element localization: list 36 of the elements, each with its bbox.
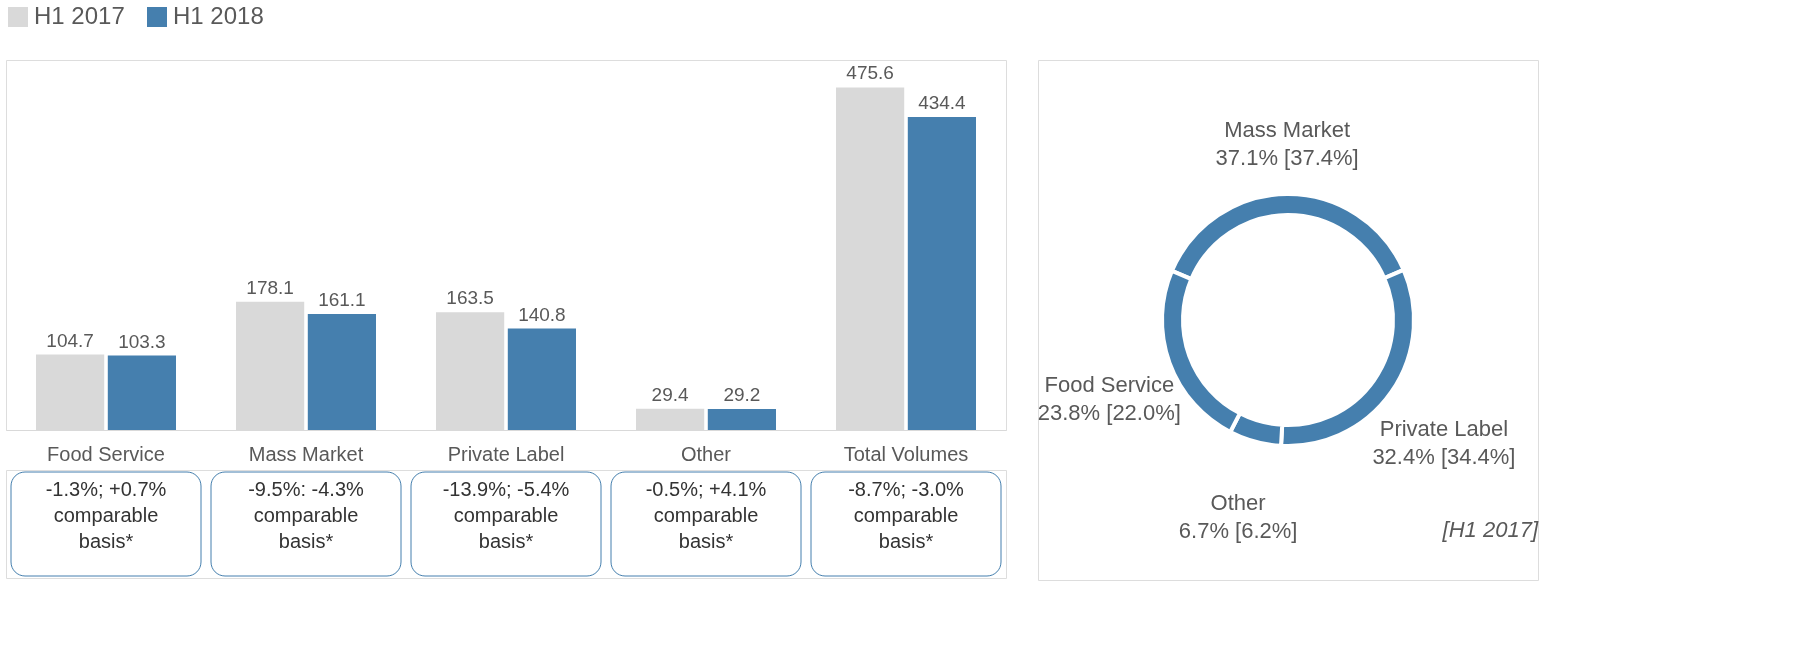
bar [307, 313, 376, 430]
data-label: 32.4% [34.4%] [1372, 443, 1516, 469]
data-label: 6.7% [6.2%] [1178, 518, 1298, 544]
text: -0.5%; +4.1% comparable basis* [645, 478, 767, 552]
x-tick-label: Total Volumes [843, 442, 969, 465]
text: -9.5%: -4.3% comparable basis* [248, 478, 365, 552]
data-label: 163.5 [446, 287, 494, 309]
text: -8.7%; -3.0% comparable basis* [848, 478, 965, 552]
data-label: 434.4 [918, 92, 967, 114]
data-label: 178.1 [246, 276, 294, 298]
x-tick-label: Food Service [47, 442, 165, 465]
text: -13.9%; -5.4% comparable basis* [442, 478, 570, 552]
text: [H1 2017] [1441, 517, 1539, 542]
data-label: 103.3 [118, 330, 166, 352]
data-label: 475.6 [846, 62, 894, 84]
bar [707, 408, 776, 430]
slice-label: Private Label [1379, 415, 1509, 441]
bar [907, 117, 976, 430]
text: -1.3%; +0.7% comparable basis* [45, 478, 167, 552]
data-label: 29.2 [723, 383, 761, 405]
data-label: 104.7 [46, 329, 94, 351]
slice-label: Other [1210, 490, 1266, 516]
data-label: 37.1% [37.4%] [1215, 145, 1359, 170]
legend-label: H1 2017 [34, 2, 125, 29]
data-label: 23.8% [22.0%] [1037, 399, 1181, 425]
x-tick-label: Private Label [447, 442, 565, 465]
data-label: 140.8 [518, 303, 566, 325]
data-label: 29.4 [651, 383, 690, 405]
slice-label: Mass Market [1224, 117, 1351, 142]
data-label: 161.1 [318, 288, 366, 310]
bar [107, 355, 176, 430]
legend-label: H1 2018 [173, 2, 264, 29]
bar [507, 328, 576, 430]
slice-label: Food Service [1044, 371, 1175, 397]
x-tick-label: Mass Market [248, 442, 364, 465]
x-tick-label: Other [680, 442, 732, 465]
